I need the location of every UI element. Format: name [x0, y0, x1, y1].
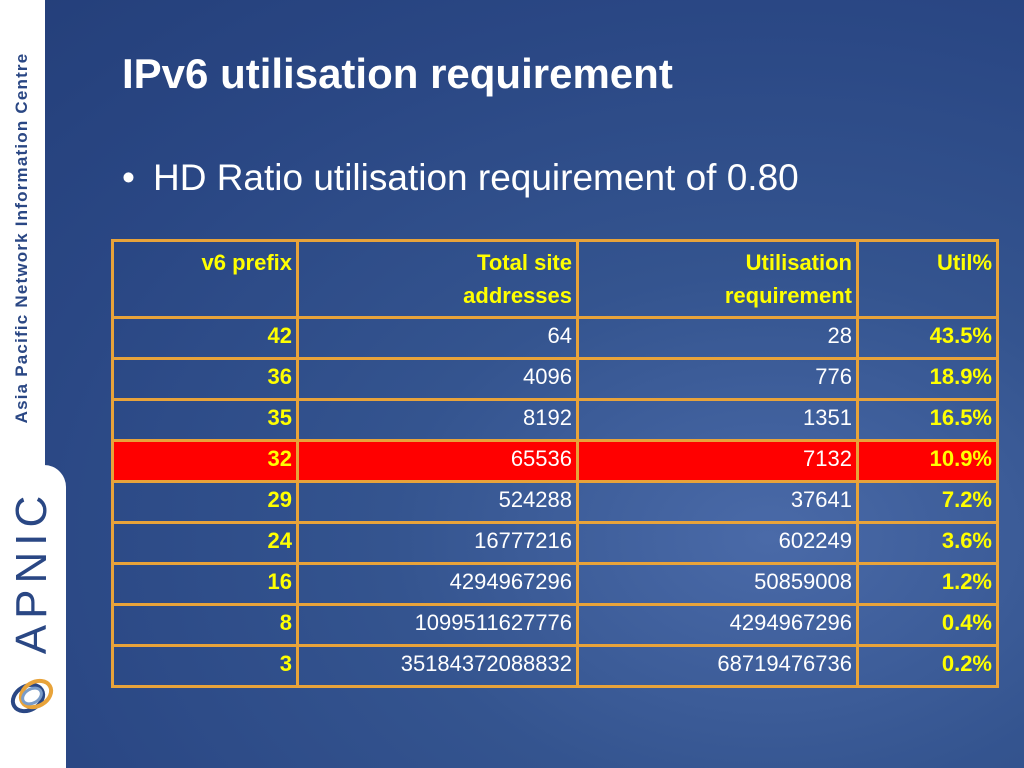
header-text: requirement	[724, 283, 852, 308]
table-row: 29 524288 37641 7.2%	[111, 480, 999, 524]
bullet-list: HD Ratio utilisation requirement of 0.80	[122, 157, 799, 199]
header-text: v6 prefix	[201, 250, 293, 275]
table-cell: 0.2%	[856, 644, 999, 688]
data-table: v6 prefix Total site addresses Utilisation r…	[111, 239, 999, 688]
header-row: v6 prefix Total site addresses Utilisation r…	[111, 239, 999, 319]
table-row: 24 16777216 602249 3.6%	[111, 521, 999, 565]
table-cell: 1099511627776	[296, 603, 579, 647]
table-cell: 3	[111, 644, 299, 688]
sidebar	[0, 0, 45, 470]
table-cell: 10.9%	[856, 439, 999, 483]
table-cell: 35184372088832	[296, 644, 579, 688]
header-cell: Util%	[856, 239, 999, 319]
table-row: 3 35184372088832 68719476736 0.2%	[111, 644, 999, 688]
table-cell: 16777216	[296, 521, 579, 565]
table-cell: 50859008	[576, 562, 859, 606]
header-cell: v6 prefix	[111, 239, 299, 319]
table-cell: 43.5%	[856, 316, 999, 360]
bullet: HD Ratio utilisation requirement of 0.80	[122, 157, 799, 199]
table-cell: 0.4%	[856, 603, 999, 647]
table-cell: 7132	[576, 439, 859, 483]
table-cell: 1351	[576, 398, 859, 442]
table-cell: 65536	[296, 439, 579, 483]
table-row: 36 4096 776 18.9%	[111, 357, 999, 401]
header-text: Util%	[937, 250, 992, 275]
logo-icon	[10, 678, 54, 714]
table-cell: 32	[111, 439, 299, 483]
table-row: 8 1099511627776 4294967296 0.4%	[111, 603, 999, 647]
table-row: 42 64 28 43.5%	[111, 316, 999, 360]
table-cell: 1.2%	[856, 562, 999, 606]
table-cell: 36	[111, 357, 299, 401]
org-name: Asia Pacific Network Information Centre	[12, 52, 31, 424]
table-row: 32 65536 7132 10.9%	[111, 439, 999, 483]
table-cell: 4096	[296, 357, 579, 401]
table-cell: 7.2%	[856, 480, 999, 524]
table-cell: 29	[111, 480, 299, 524]
table-cell: 8	[111, 603, 299, 647]
table-cell: 42	[111, 316, 299, 360]
header-cell: Utilisation requirement	[576, 239, 859, 319]
table-cell: 18.9%	[856, 357, 999, 401]
table-cell: 16.5%	[856, 398, 999, 442]
table-cell: 37641	[576, 480, 859, 524]
table-cell: 64	[296, 316, 579, 360]
table-cell: 24	[111, 521, 299, 565]
sidebar-logo-panel	[0, 465, 66, 768]
table-cell: 3.6%	[856, 521, 999, 565]
table-cell: 68719476736	[576, 644, 859, 688]
table-cell: 602249	[576, 521, 859, 565]
slide-title: IPv6 utilisation requirement	[122, 50, 673, 97]
table-cell: 4294967296	[576, 603, 859, 647]
logo-text: APNIC	[7, 489, 56, 655]
table-cell: 28	[576, 316, 859, 360]
table-cell: 35	[111, 398, 299, 442]
header-text: addresses	[463, 283, 572, 308]
table-cell: 16	[111, 562, 299, 606]
header-cell: Total site addresses	[296, 239, 579, 319]
header-text: Total site	[477, 250, 572, 275]
table-row: 35 8192 1351 16.5%	[111, 398, 999, 442]
header-text: Utilisation	[745, 250, 852, 275]
table-cell: 8192	[296, 398, 579, 442]
table-cell: 524288	[296, 480, 579, 524]
table-row: 16 4294967296 50859008 1.2%	[111, 562, 999, 606]
table-cell: 4294967296	[296, 562, 579, 606]
table-cell: 776	[576, 357, 859, 401]
